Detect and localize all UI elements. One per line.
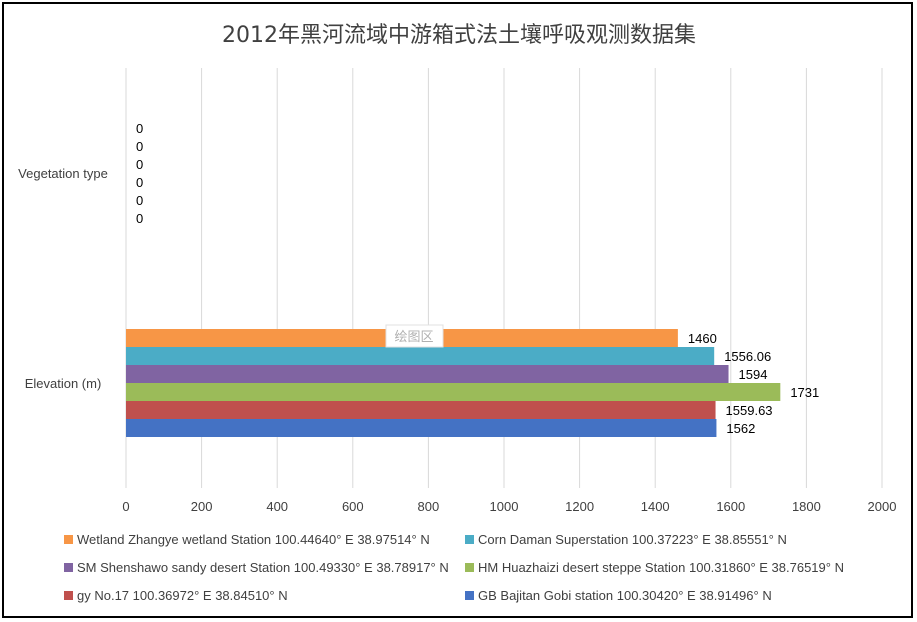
x-tick-label: 800 — [418, 499, 440, 514]
bar — [126, 365, 729, 383]
data-label: 0 — [136, 157, 143, 172]
legend-swatch — [465, 591, 474, 600]
chart-title: 2012年黑河流域中游箱式法土壤呼吸观测数据集 — [222, 23, 696, 48]
legend-entry: GB Bajitan Gobi station 100.30420° E 38.… — [478, 588, 772, 603]
legend-swatch — [64, 535, 73, 544]
x-tick-label: 0 — [122, 499, 129, 514]
x-tick-label: 1600 — [716, 499, 745, 514]
bar — [126, 419, 717, 437]
value-axis: 0 200 400 600 800 1000 1200 1400 1600 1800 2000 — [122, 499, 896, 514]
category-axis: Elevation (m) Vegetation type — [18, 166, 108, 391]
x-tick-label: 1800 — [792, 499, 821, 514]
x-tick-label: 2000 — [868, 499, 897, 514]
bar — [126, 347, 715, 365]
x-tick-label: 1000 — [490, 499, 519, 514]
bar — [126, 383, 781, 401]
legend-swatch — [465, 563, 474, 572]
x-tick-label: 1200 — [565, 499, 594, 514]
data-label: 1460 — [688, 331, 717, 346]
legend-swatch — [64, 563, 73, 572]
x-tick-label: 600 — [342, 499, 364, 514]
data-label: 1594 — [739, 367, 768, 382]
legend-entry: Corn Daman Superstation 100.37223° E 38.… — [478, 532, 787, 547]
x-tick-label: 400 — [266, 499, 288, 514]
data-label: 0 — [136, 139, 143, 154]
plot-area-tag-text: 绘图区 — [394, 330, 433, 345]
data-label: 1559.63 — [726, 403, 773, 418]
plot-area-tag: 绘图区 — [385, 324, 444, 348]
x-tick-label: 200 — [191, 499, 213, 514]
data-label: 0 — [136, 211, 143, 226]
data-label: 0 — [136, 121, 143, 136]
data-label: 1562 — [726, 421, 755, 436]
category-label: Elevation (m) — [25, 376, 102, 391]
data-label: 1731 — [790, 385, 819, 400]
data-label: 1556.06 — [724, 349, 771, 364]
data-label: 0 — [136, 193, 143, 208]
legend-swatch — [465, 535, 474, 544]
legend-entry: gy No.17 100.36972° E 38.84510° N — [77, 588, 288, 603]
legend-swatch — [64, 591, 73, 600]
x-tick-label: 1400 — [641, 499, 670, 514]
category-label: Vegetation type — [18, 166, 108, 181]
plot-area-tag-box — [385, 324, 444, 348]
legend-entry: SM Shenshawo sandy desert Station 100.49… — [77, 560, 449, 575]
legend-entry: Wetland Zhangye wetland Station 100.4464… — [77, 532, 430, 547]
data-label: 0 — [136, 175, 143, 190]
legend-entry: HM Huazhaizi desert steppe Station 100.3… — [478, 560, 844, 575]
data-labels: 1562 1559.63 1731 1594 1556.06 1460 0 0 0 0 0 0 — [136, 121, 819, 436]
bar — [126, 401, 716, 419]
bars — [126, 329, 781, 437]
legend: Wetland Zhangye wetland Station 100.4464… — [64, 532, 844, 603]
